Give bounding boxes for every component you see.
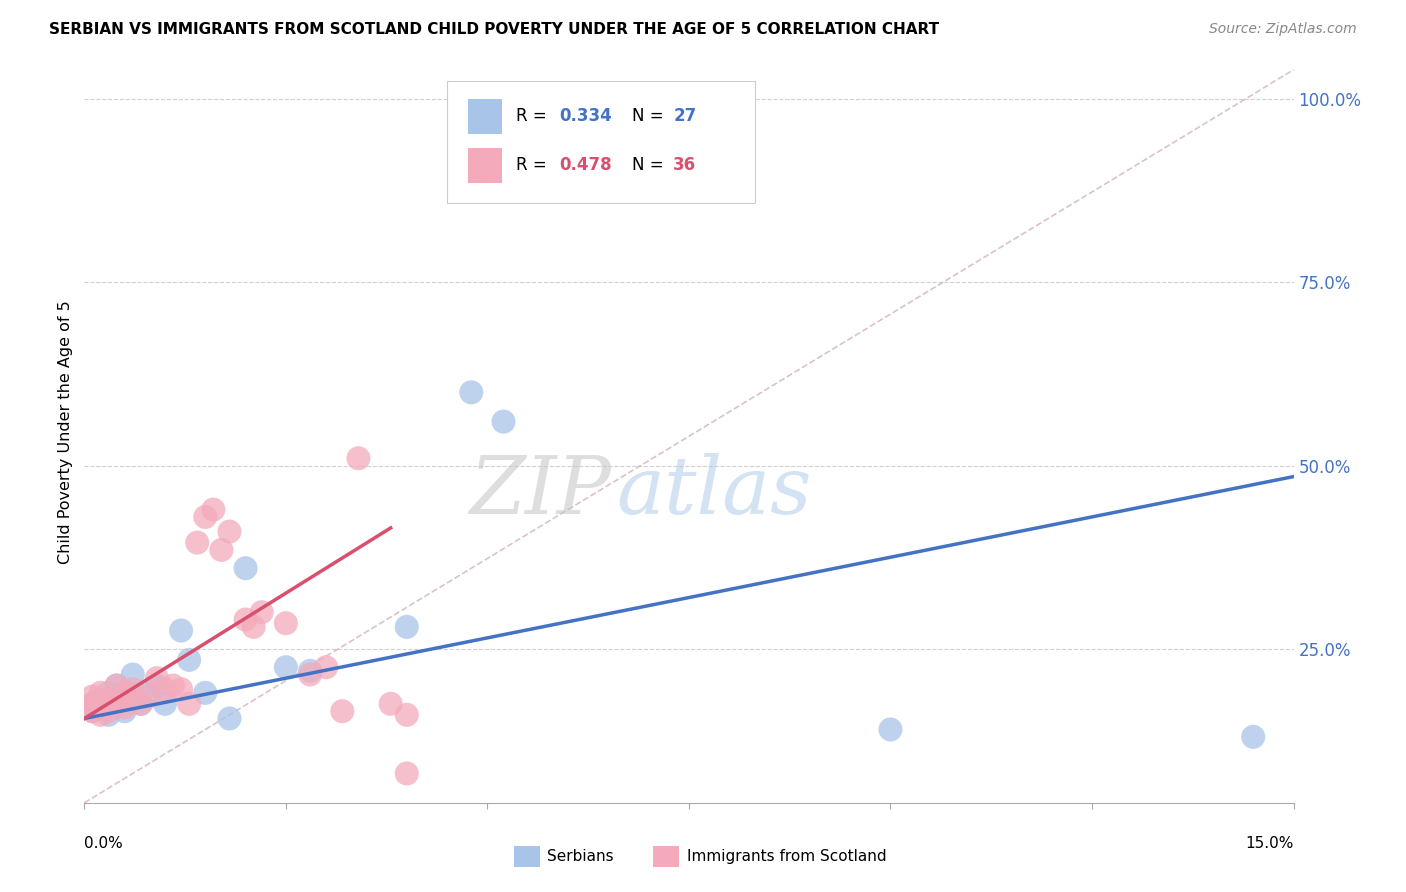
Point bbox=[138, 690, 160, 704]
Point bbox=[114, 686, 136, 700]
Point bbox=[97, 693, 120, 707]
Point bbox=[194, 686, 217, 700]
Point bbox=[82, 697, 104, 711]
Text: ZIP: ZIP bbox=[468, 453, 610, 531]
Point bbox=[89, 697, 111, 711]
FancyBboxPatch shape bbox=[447, 81, 755, 203]
Point bbox=[330, 704, 353, 718]
Point bbox=[218, 524, 240, 539]
Point bbox=[89, 686, 111, 700]
Point bbox=[879, 723, 901, 737]
Text: Serbians: Serbians bbox=[547, 849, 614, 864]
Point bbox=[460, 385, 482, 400]
Text: Source: ZipAtlas.com: Source: ZipAtlas.com bbox=[1209, 22, 1357, 37]
Point bbox=[492, 415, 515, 429]
Point bbox=[162, 679, 184, 693]
Point bbox=[138, 686, 160, 700]
Point bbox=[146, 679, 169, 693]
Point bbox=[89, 693, 111, 707]
Point bbox=[395, 707, 418, 722]
Text: N =: N = bbox=[633, 156, 669, 174]
Point bbox=[235, 561, 257, 575]
Point bbox=[105, 697, 128, 711]
Point bbox=[250, 605, 273, 619]
Point bbox=[129, 697, 152, 711]
Point bbox=[146, 671, 169, 685]
Bar bbox=[513, 847, 540, 867]
Point bbox=[129, 697, 152, 711]
Point bbox=[242, 620, 264, 634]
Point bbox=[82, 697, 104, 711]
Text: R =: R = bbox=[516, 108, 553, 126]
Point bbox=[89, 700, 111, 714]
Text: 15.0%: 15.0% bbox=[1246, 836, 1294, 851]
Point bbox=[97, 707, 120, 722]
Bar bbox=[468, 147, 502, 183]
Point bbox=[82, 690, 104, 704]
Point bbox=[97, 686, 120, 700]
Point bbox=[121, 690, 143, 704]
Point bbox=[170, 682, 193, 697]
Point bbox=[114, 686, 136, 700]
Point bbox=[274, 616, 297, 631]
Point bbox=[105, 697, 128, 711]
Point bbox=[315, 660, 337, 674]
Text: 0.334: 0.334 bbox=[560, 108, 612, 126]
Point bbox=[380, 697, 402, 711]
Point bbox=[105, 679, 128, 693]
Point bbox=[121, 682, 143, 697]
Point bbox=[153, 697, 176, 711]
Point bbox=[235, 613, 257, 627]
Y-axis label: Child Poverty Under the Age of 5: Child Poverty Under the Age of 5 bbox=[58, 301, 73, 565]
Point bbox=[179, 697, 201, 711]
Point bbox=[395, 620, 418, 634]
Text: N =: N = bbox=[633, 108, 669, 126]
Text: 36: 36 bbox=[673, 156, 696, 174]
Point bbox=[1241, 730, 1264, 744]
Text: 0.478: 0.478 bbox=[560, 156, 612, 174]
Point bbox=[186, 535, 208, 549]
Text: Immigrants from Scotland: Immigrants from Scotland bbox=[686, 849, 886, 864]
Point bbox=[179, 653, 201, 667]
Point bbox=[114, 704, 136, 718]
Text: R =: R = bbox=[516, 156, 553, 174]
Point bbox=[209, 542, 232, 557]
Bar bbox=[468, 99, 502, 135]
Point bbox=[121, 667, 143, 681]
Point bbox=[299, 667, 322, 681]
Point bbox=[97, 704, 120, 718]
Point bbox=[114, 700, 136, 714]
Point bbox=[218, 711, 240, 725]
Point bbox=[395, 766, 418, 780]
Point bbox=[89, 707, 111, 722]
Point bbox=[153, 682, 176, 697]
Text: 27: 27 bbox=[673, 108, 696, 126]
Point bbox=[82, 704, 104, 718]
Point bbox=[82, 704, 104, 718]
Point bbox=[202, 502, 225, 516]
Text: 0.0%: 0.0% bbox=[84, 836, 124, 851]
Point bbox=[274, 660, 297, 674]
Point bbox=[347, 451, 370, 466]
Point bbox=[194, 510, 217, 524]
Bar bbox=[652, 847, 679, 867]
Text: atlas: atlas bbox=[616, 453, 811, 531]
Point bbox=[105, 679, 128, 693]
Point bbox=[170, 624, 193, 638]
Text: SERBIAN VS IMMIGRANTS FROM SCOTLAND CHILD POVERTY UNDER THE AGE OF 5 CORRELATION: SERBIAN VS IMMIGRANTS FROM SCOTLAND CHIL… bbox=[49, 22, 939, 37]
Point bbox=[299, 664, 322, 678]
